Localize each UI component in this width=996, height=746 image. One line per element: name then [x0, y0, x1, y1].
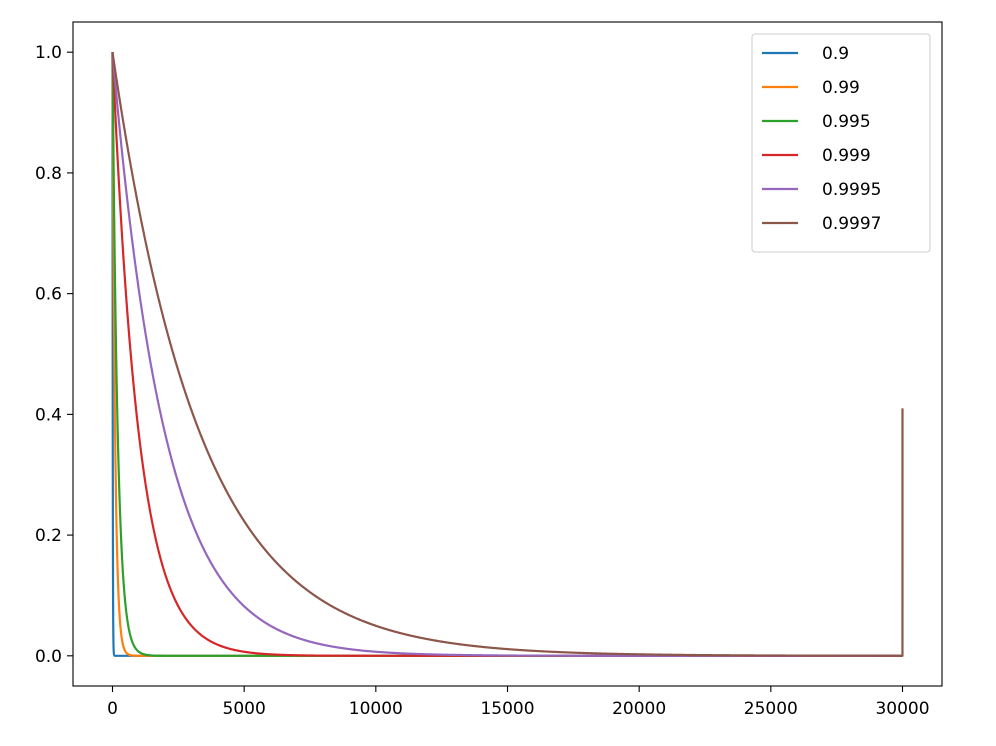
x-tick-label: 25000	[744, 699, 798, 719]
legend-label: 0.995	[822, 112, 871, 132]
x-tick-label: 15000	[480, 699, 534, 719]
series-layer	[111, 51, 904, 657]
legend-label: 0.9	[822, 44, 849, 64]
legend-label: 0.9997	[822, 214, 881, 234]
x-tick-label: 20000	[612, 699, 666, 719]
x-tick-label: 30000	[875, 699, 929, 719]
y-tick-label: 0.4	[35, 405, 62, 425]
y-tick-label: 0.2	[35, 526, 62, 546]
y-tick-label: 0.6	[35, 285, 62, 305]
legend-box	[751, 33, 931, 253]
y-tick-label: 0.8	[35, 164, 62, 184]
y-tick-label: 1.0	[35, 43, 62, 63]
legend-label: 0.99	[822, 78, 860, 98]
legend-label: 0.999	[822, 146, 871, 166]
y-axis: 0.0 0.2 0.4 0.6 0.8 1.0	[35, 43, 73, 667]
x-tick-label: 5000	[223, 699, 266, 719]
x-tick-label: 0	[107, 699, 118, 719]
series-line-5	[111, 51, 904, 657]
legend-label: 0.9995	[822, 180, 881, 200]
x-axis: 0 5000 10000 15000 20000 25000 30000	[107, 686, 930, 719]
x-tick-label: 10000	[349, 699, 403, 719]
y-tick-label: 0.0	[35, 647, 62, 667]
legend: 0.9 0.99 0.995 0.999 0.9995 0.9997	[751, 33, 931, 253]
